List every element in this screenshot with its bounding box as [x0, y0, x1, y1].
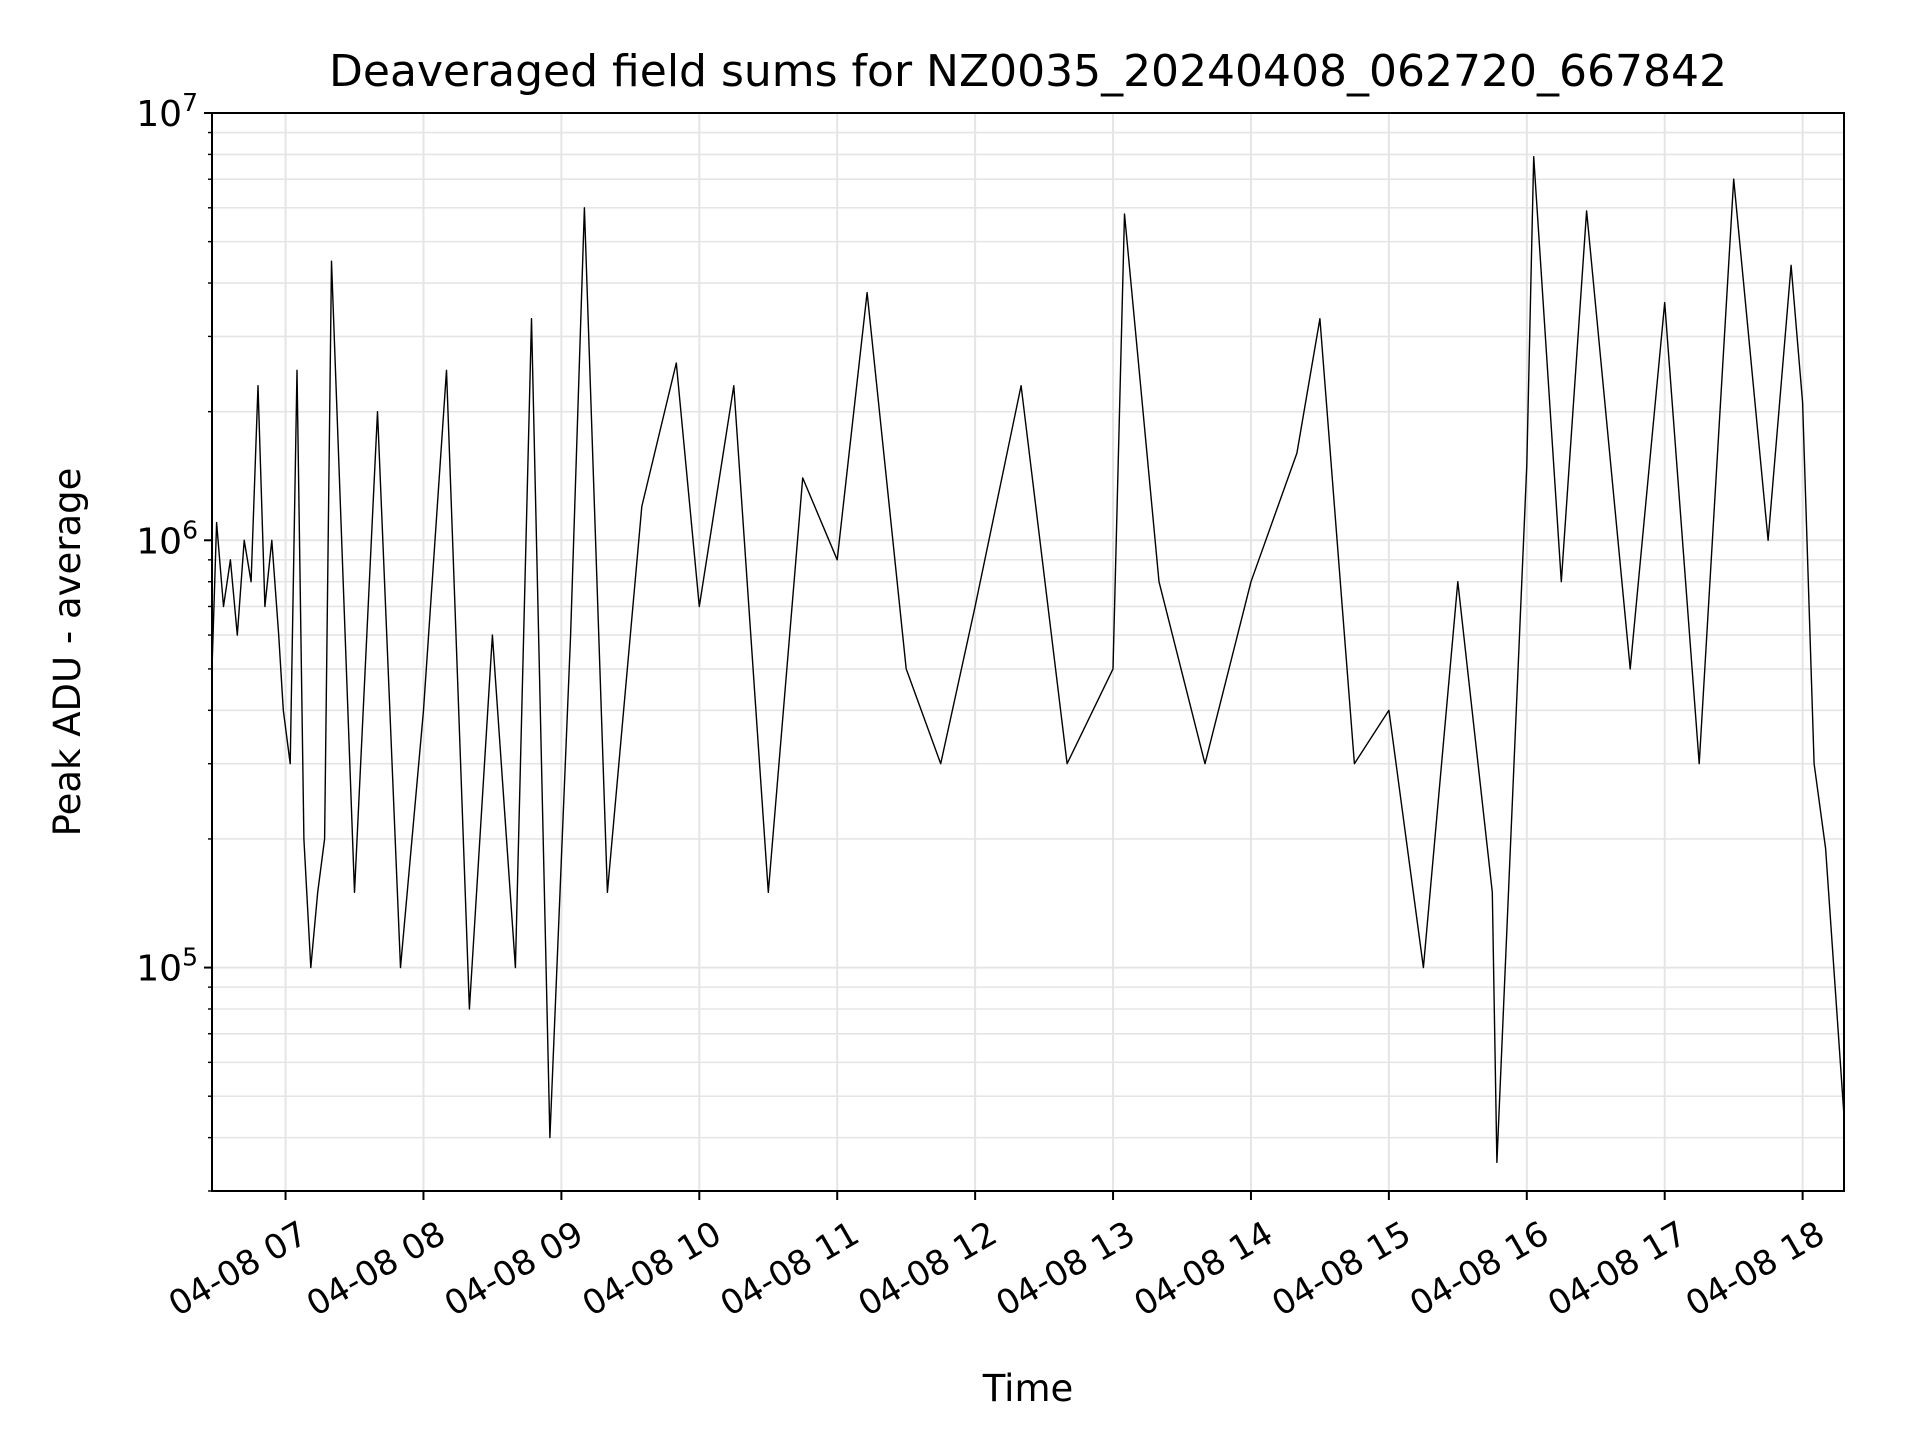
y-tick-label: 105 — [136, 943, 198, 990]
line-layer — [211, 155, 1845, 1164]
x-tick-label: 04-08 07 — [162, 1214, 314, 1325]
x-tick-label: 04-08 08 — [300, 1214, 452, 1325]
x-axis-label: Time — [982, 1367, 1074, 1410]
x-tick-label: 04-08 16 — [1403, 1214, 1555, 1325]
y-axis-label: Peak ADU - average — [46, 468, 89, 837]
x-tick-label: 04-08 18 — [1679, 1214, 1831, 1325]
x-tick-label: 04-08 13 — [990, 1214, 1142, 1325]
chart-title: Deaveraged field sums for NZ0035_2024040… — [329, 46, 1727, 97]
x-tick-label: 04-08 15 — [1265, 1214, 1417, 1325]
y-tick-label: 106 — [136, 515, 198, 562]
y-tick-label: 107 — [136, 88, 198, 135]
grid-layer — [212, 112, 1844, 1192]
x-tick-label: 04-08 12 — [852, 1214, 1004, 1325]
x-tick-label: 04-08 17 — [1541, 1214, 1693, 1325]
x-tick-label: 04-08 09 — [438, 1214, 590, 1325]
data-series-line — [211, 155, 1845, 1164]
x-tick-label: 04-08 14 — [1127, 1214, 1279, 1325]
x-tick-label: 04-08 11 — [714, 1214, 866, 1325]
x-tick-label: 04-08 10 — [576, 1214, 728, 1325]
plot-frame — [211, 112, 1845, 1192]
